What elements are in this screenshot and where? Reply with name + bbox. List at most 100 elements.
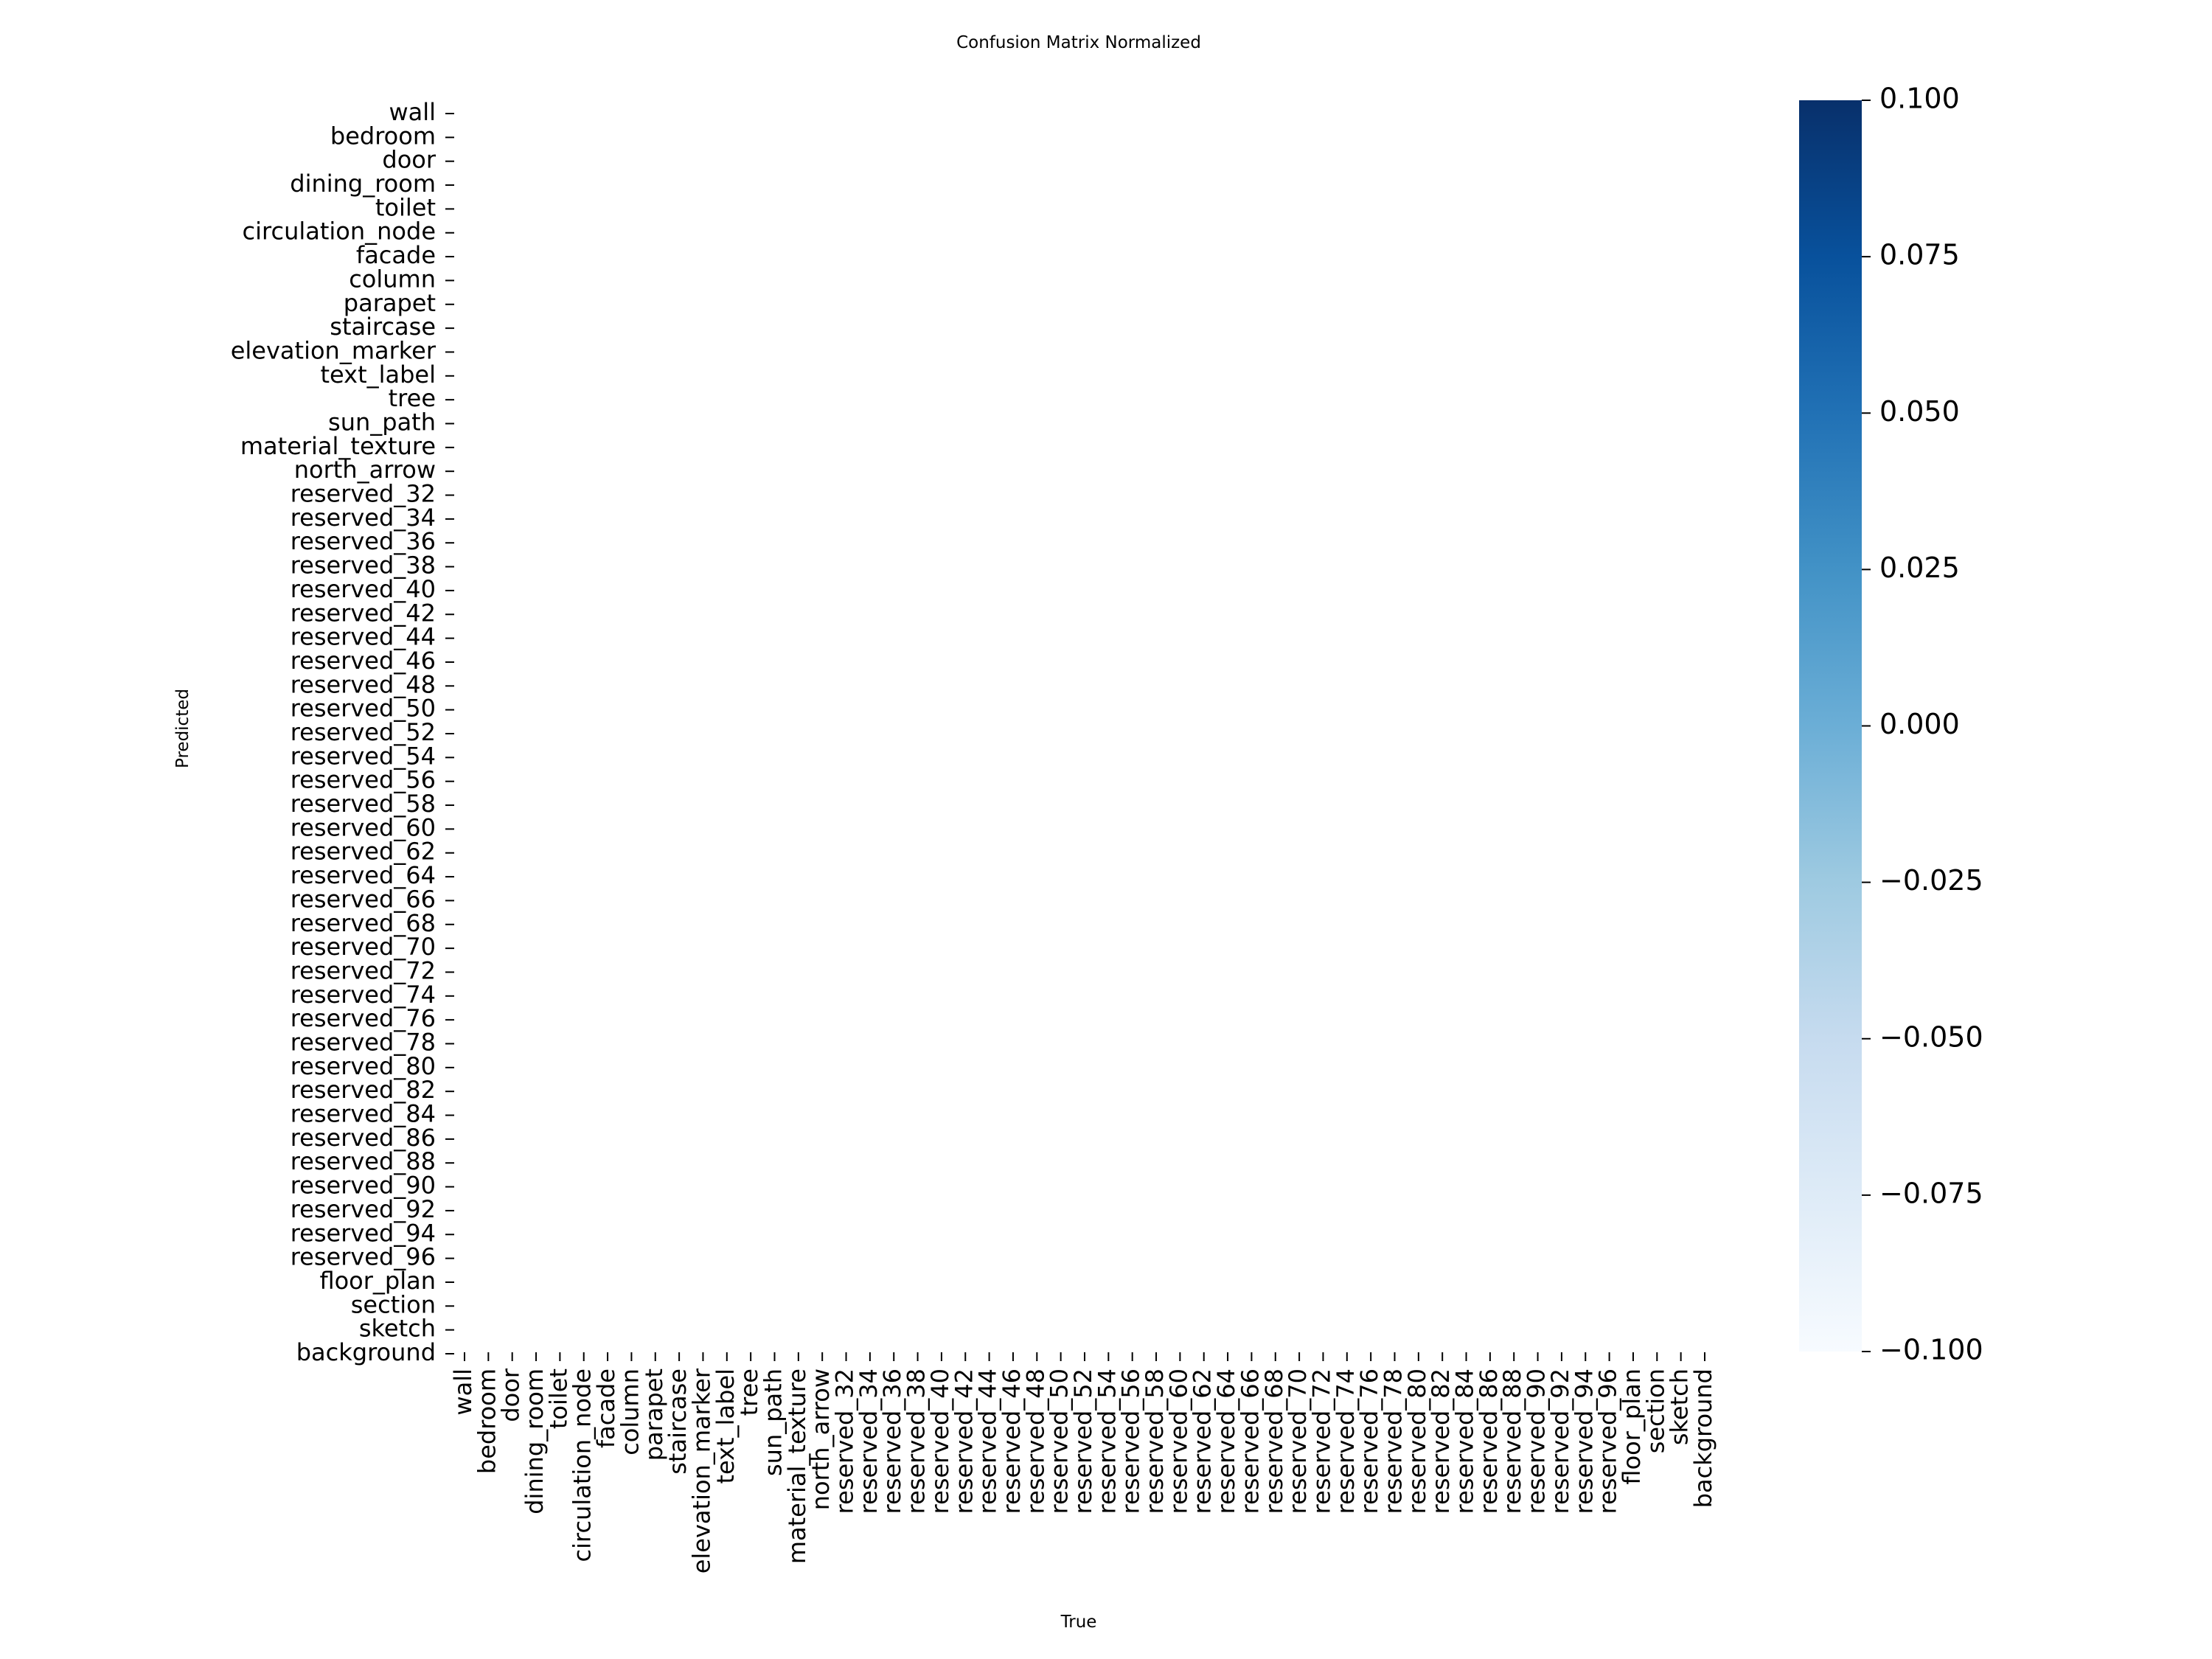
colorbar-tick-label: −0.075 <box>1879 1177 1983 1209</box>
x-tick-label: reserved_42 <box>950 1368 978 1514</box>
x-tick-label: reserved_76 <box>1355 1368 1383 1514</box>
y-tick-label: bedroom <box>330 122 436 150</box>
x-tick-label: reserved_44 <box>974 1368 1002 1514</box>
y-tick-label: reserved_78 <box>291 1029 436 1057</box>
x-tick-label: reserved_36 <box>878 1368 906 1514</box>
x-tick-label: parapet <box>640 1368 668 1461</box>
y-tick-label: reserved_72 <box>291 956 436 984</box>
colorbar <box>1799 100 1862 1352</box>
x-tick-label: reserved_32 <box>831 1368 859 1514</box>
x-tick-label: reserved_96 <box>1594 1368 1622 1514</box>
y-tick-label: reserved_54 <box>291 742 436 770</box>
colorbar-tick-label: −0.025 <box>1879 864 1983 897</box>
x-tick-label: tree <box>735 1368 763 1416</box>
y-tick-label: parapet <box>344 289 436 317</box>
x-tick-label: reserved_40 <box>926 1368 954 1514</box>
y-tick-label: reserved_66 <box>291 885 436 913</box>
y-tick-label: reserved_56 <box>291 766 436 794</box>
y-tick-label: wall <box>389 98 436 126</box>
y-tick-label: reserved_60 <box>291 813 436 841</box>
y-tick-label: elevation_marker <box>231 336 437 364</box>
x-tick-label: reserved_64 <box>1212 1368 1240 1514</box>
x-tick-label: reserved_68 <box>1260 1368 1288 1514</box>
y-tick-label: column <box>349 265 436 293</box>
x-tick-label: bedroom <box>473 1368 501 1474</box>
x-tick-label: reserved_48 <box>1021 1368 1049 1514</box>
y-axis-ticks: wallbedroomdoordining_roomtoiletcirculat… <box>231 98 454 1366</box>
y-tick-label: text_label <box>320 361 436 389</box>
x-axis-ticks: wallbedroomdoordining_roomtoiletcirculat… <box>449 1352 1717 1573</box>
y-tick-label: reserved_42 <box>291 599 436 627</box>
y-tick-label: background <box>296 1338 436 1366</box>
y-tick-label: reserved_68 <box>291 909 436 937</box>
x-tick-label: reserved_46 <box>998 1368 1026 1514</box>
colorbar-tick-label: 0.050 <box>1879 395 1960 428</box>
y-tick-label: sketch <box>359 1315 436 1343</box>
y-tick-label: reserved_48 <box>291 670 436 698</box>
y-tick-label: reserved_64 <box>291 861 436 889</box>
y-tick-label: door <box>382 146 436 174</box>
x-tick-label: reserved_60 <box>1164 1368 1192 1514</box>
y-tick-label: tree <box>389 384 436 412</box>
y-tick-label: reserved_84 <box>291 1100 436 1128</box>
y-tick-label: reserved_52 <box>291 718 436 746</box>
y-tick-label: reserved_90 <box>291 1172 436 1200</box>
colorbar-tick-label: −0.100 <box>1879 1334 1983 1366</box>
x-tick-label: facade <box>592 1368 620 1448</box>
y-tick-label: reserved_96 <box>291 1243 436 1271</box>
x-tick-label: reserved_52 <box>1069 1368 1097 1514</box>
y-tick-label: material_texture <box>240 432 436 460</box>
y-tick-label: reserved_62 <box>291 838 436 866</box>
y-axis-label: Predicted <box>173 689 192 768</box>
y-tick-label: north_arrow <box>294 456 436 484</box>
colorbar-tick-label: 0.100 <box>1879 83 1960 115</box>
y-tick-label: reserved_46 <box>291 647 436 675</box>
x-tick-label: wall <box>449 1368 477 1416</box>
x-tick-label: reserved_34 <box>855 1368 883 1514</box>
y-tick-label: reserved_94 <box>291 1219 436 1247</box>
y-tick-label: reserved_50 <box>291 695 436 723</box>
colorbar-tick-label: 0.000 <box>1879 708 1960 740</box>
y-tick-label: facade <box>356 241 436 269</box>
x-tick-label: reserved_62 <box>1189 1368 1217 1514</box>
y-tick-label: circulation_node <box>243 218 436 246</box>
x-tick-label: north_arrow <box>807 1368 835 1510</box>
y-tick-label: reserved_40 <box>291 575 436 603</box>
x-tick-label: floor_plan <box>1618 1368 1646 1485</box>
y-tick-label: reserved_36 <box>291 527 436 555</box>
chart-title: Confusion Matrix Normalized <box>956 33 1201 52</box>
x-tick-label: reserved_80 <box>1403 1368 1431 1514</box>
y-tick-label: staircase <box>330 313 436 341</box>
x-tick-label: dining_room <box>521 1368 549 1514</box>
x-tick-label: toilet <box>544 1368 572 1429</box>
y-tick-label: reserved_70 <box>291 933 436 961</box>
y-tick-label: reserved_86 <box>291 1124 436 1152</box>
x-tick-label: text_label <box>712 1368 740 1484</box>
x-tick-label: sketch <box>1666 1368 1694 1445</box>
y-tick-label: reserved_58 <box>291 790 436 818</box>
y-tick-label: reserved_34 <box>291 504 436 532</box>
colorbar-tick-label: 0.025 <box>1879 552 1960 584</box>
y-tick-label: section <box>351 1290 436 1318</box>
x-tick-label: reserved_66 <box>1236 1368 1264 1514</box>
x-tick-label: staircase <box>664 1368 692 1475</box>
x-tick-label: reserved_84 <box>1451 1368 1479 1514</box>
x-tick-label: reserved_88 <box>1498 1368 1526 1514</box>
colorbar-tick-label: 0.075 <box>1879 239 1960 271</box>
x-tick-label: reserved_50 <box>1046 1368 1074 1514</box>
colorbar-ticks: 0.100 0.075 0.050 0.025 0.000 −0.025 −0.050 −0.… <box>1862 83 1983 1366</box>
x-tick-label: reserved_86 <box>1475 1368 1503 1514</box>
x-tick-label: reserved_90 <box>1523 1368 1551 1514</box>
y-tick-label: reserved_92 <box>291 1195 436 1223</box>
x-tick-label: door <box>497 1368 525 1422</box>
x-axis-label: True <box>1060 1613 1097 1632</box>
y-tick-label: reserved_38 <box>291 552 436 580</box>
x-tick-label: column <box>616 1368 644 1455</box>
y-tick-label: toilet <box>375 193 436 221</box>
x-tick-label: reserved_94 <box>1570 1368 1598 1514</box>
y-tick-label: reserved_74 <box>291 981 436 1009</box>
x-tick-label: reserved_56 <box>1117 1368 1145 1514</box>
y-tick-label: reserved_80 <box>291 1052 436 1080</box>
y-tick-label: reserved_82 <box>291 1076 436 1104</box>
